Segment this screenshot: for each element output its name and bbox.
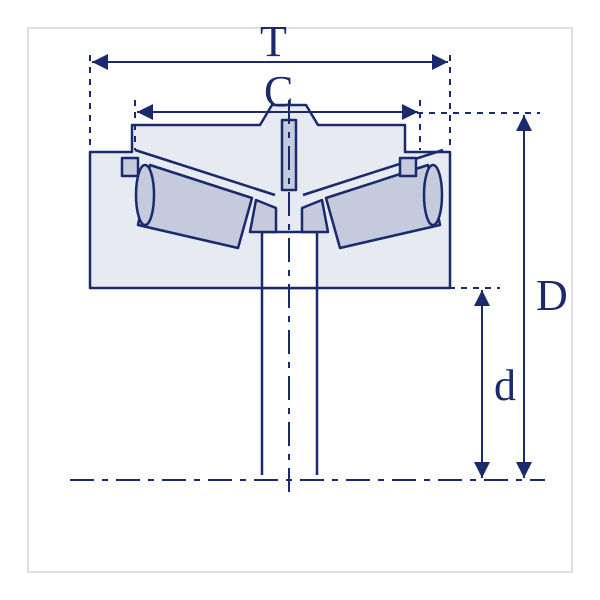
flange-left (122, 158, 138, 176)
dim-d (317, 288, 500, 478)
section-body (90, 105, 450, 475)
dim-C-label: C (264, 67, 293, 116)
dim-D-label: D (536, 271, 568, 320)
dim-T-label: T (260, 17, 287, 66)
flange-right (400, 158, 416, 176)
dim-d-label: d (494, 361, 516, 410)
roller-right-end (424, 165, 442, 225)
bearing-diagram: T C D d (0, 0, 600, 600)
